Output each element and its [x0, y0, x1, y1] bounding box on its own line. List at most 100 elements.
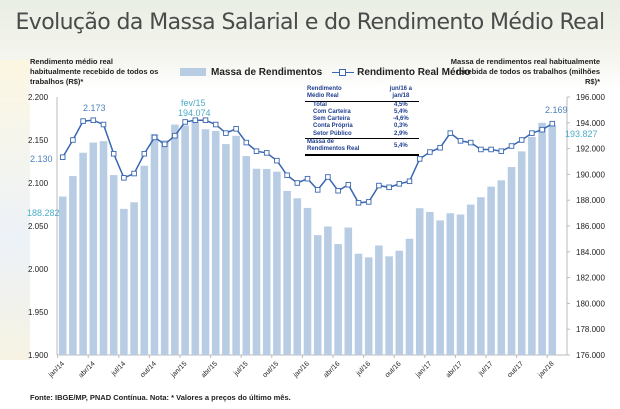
left-tick-label: 2.050 — [28, 222, 49, 231]
marker-rendimento-set/16 — [386, 184, 392, 191]
bar-massa-mar/15 — [201, 129, 210, 355]
bar-massa-set/14 — [140, 165, 149, 355]
bar-massa-set/17 — [507, 167, 516, 355]
table-row: Com Carteira 5,4% — [313, 108, 408, 115]
bar-massa-jul/17 — [487, 186, 495, 355]
bar-massa-out/17 — [517, 151, 526, 355]
table-row: Total 4,5% — [313, 101, 408, 108]
bar-massa-jan/18 — [548, 125, 557, 355]
marker-rendimento-dez/16 — [416, 156, 423, 162]
bar-massa-mar/17 — [446, 213, 455, 355]
right-tick-label: 178.000 — [576, 325, 605, 334]
marker-rendimento-mar/17 — [447, 130, 454, 136]
bar-massa-fev/15 — [191, 121, 200, 355]
marker-rendimento-fev/16 — [314, 187, 321, 193]
bar-massa-ago/17 — [497, 180, 506, 355]
marker-rendimento-ago/15 — [253, 148, 260, 154]
marker-rendimento-mar/16 — [325, 174, 331, 180]
x-tick-label: jul/16 — [355, 360, 373, 378]
table-row: Conta Própria 0,3% — [313, 123, 408, 130]
marker-rendimento-mar/15 — [202, 117, 209, 123]
marker-rendimento-nov/16 — [406, 178, 413, 185]
right-tick-label: 190.000 — [576, 170, 605, 179]
data-label: 193.827 — [565, 129, 598, 139]
background-decoration — [0, 60, 30, 360]
bar-massa-jun/15 — [232, 135, 240, 355]
bar-massa-fev/16 — [313, 235, 322, 355]
marker-rendimento-dez/15 — [294, 180, 301, 186]
legend-item-rendimento: Rendimento Real Médio — [332, 67, 471, 78]
marker-rendimento-ago/14 — [131, 170, 137, 177]
bar-massa-dez/14 — [171, 124, 179, 355]
bar-massa-out/14 — [150, 133, 159, 355]
bar-massa-nov/16 — [405, 238, 414, 355]
bar-massa-jan/14 — [58, 196, 67, 355]
x-tick-label: jan/15 — [169, 360, 188, 379]
bar-massa-out/16 — [395, 250, 404, 355]
legend: Massa de Rendimentos Rendimento Real Méd… — [180, 67, 471, 78]
x-tick-label: jan/16 — [292, 360, 311, 379]
bar-massa-set/16 — [385, 256, 393, 355]
marker-rendimento-ago/16 — [376, 182, 382, 189]
right-tick-label: 184.000 — [576, 248, 605, 257]
right-axis-title: Massa de rendimentos real habitualmente … — [450, 57, 600, 86]
marker-rendimento-jul/17 — [488, 146, 494, 153]
x-tick-label: abr/15 — [200, 360, 219, 379]
page-title: Evolução da Massa Salarial e do Rendimen… — [15, 10, 605, 35]
bar-massa-jul/14 — [120, 208, 128, 355]
marker-rendimento-mai/17 — [467, 139, 474, 146]
marker-rendimento-fev/14 — [70, 137, 76, 143]
marker-rendimento-set/17 — [508, 143, 515, 149]
bar-massa-abr/14 — [89, 142, 98, 355]
bar-massa-dez/15 — [293, 198, 302, 355]
bar-massa-jun/16 — [354, 253, 363, 355]
table-row: Setor Público 2,9% — [305, 130, 419, 140]
marker-rendimento-mai/14 — [100, 121, 107, 128]
marker-rendimento-jun/16 — [355, 200, 362, 206]
right-tick-label: 196.000 — [576, 93, 605, 102]
legend-item-massa: Massa de Rendimentos — [180, 67, 322, 78]
marker-rendimento-jan/18 — [549, 120, 556, 127]
bar-massa-dez/16 — [415, 208, 424, 355]
left-tick-label: 1.950 — [28, 308, 49, 317]
x-tick-label: jan/18 — [537, 360, 556, 379]
marker-rendimento-jan/14 — [59, 154, 66, 160]
x-tick-label: jan/17 — [414, 360, 433, 379]
marker-rendimento-nov/15 — [284, 172, 290, 179]
data-label: 2.130 — [30, 154, 53, 164]
x-tick-label: jul/17 — [477, 360, 495, 378]
bar-massa-jan/16 — [303, 207, 312, 355]
bar-massa-dez/17 — [538, 122, 546, 355]
marker-rendimento-abr/16 — [335, 187, 341, 194]
legend-label: Massa de Rendimentos — [211, 67, 323, 78]
bar-massa-mai/14 — [99, 141, 108, 355]
marker-rendimento-nov/14 — [161, 141, 168, 148]
marker-rendimento-set/15 — [263, 150, 270, 156]
right-tick-label: 180.000 — [576, 299, 605, 308]
bar-massa-jan/15 — [181, 125, 189, 355]
summary-table: Rendimento Médio Real jun/16 a jan/18 Tota… — [305, 86, 419, 156]
table-header-row: Rendimento Médio Real jun/16 a jan/18 — [305, 86, 419, 102]
left-tick-label: 2.100 — [28, 179, 49, 188]
marker-rendimento-dez/17 — [539, 126, 545, 133]
bar-massa-ago/15 — [252, 168, 261, 355]
table-row: Sem Carteira -4,6% — [313, 116, 409, 123]
bar-massa-fev/14 — [69, 176, 77, 355]
x-tick-label: out/14 — [139, 360, 158, 379]
marker-rendimento-out/14 — [151, 134, 158, 141]
marker-rendimento-out/16 — [396, 181, 403, 187]
marker-rendimento-dez/14 — [172, 132, 178, 139]
bar-massa-jul/15 — [242, 156, 251, 355]
x-tick-label: jul/15 — [232, 360, 250, 378]
bar-massa-nov/15 — [283, 190, 291, 355]
x-tick-label: abr/16 — [323, 360, 342, 379]
bar-massa-ago/14 — [130, 202, 138, 355]
right-tick-label: 192.000 — [576, 145, 605, 154]
data-label: 2.169 — [545, 105, 568, 115]
marker-rendimento-abr/15 — [212, 121, 219, 128]
bar-massa-jun/17 — [477, 197, 485, 355]
x-tick-label: out/17 — [506, 360, 525, 379]
bar-massa-jun/14 — [109, 175, 118, 355]
marker-rendimento-jul/14 — [121, 175, 127, 181]
